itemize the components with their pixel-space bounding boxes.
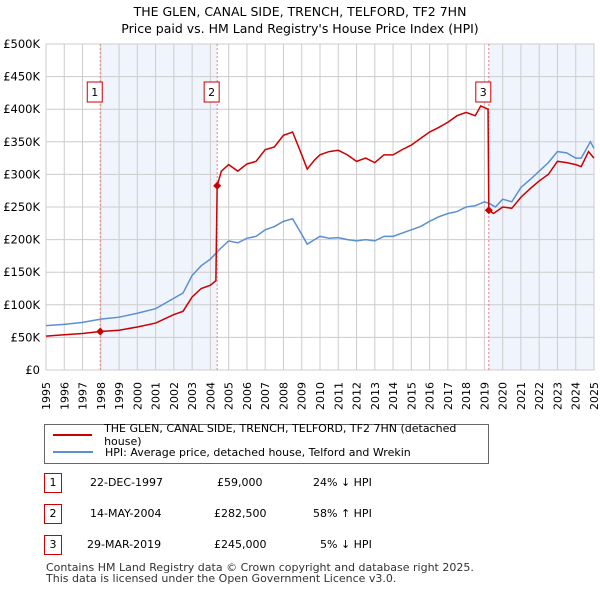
sale-date: 29-MAR-2019 [87,538,162,551]
sale-date: 14-MAY-2004 [90,507,162,520]
x-tick-label: 2000 [131,382,144,410]
y-tick-label: £100K [3,298,40,312]
chart-subtitle: Price paid vs. HM Land Registry's House … [121,21,479,36]
sale-date: 22-DEC-1997 [90,476,164,489]
x-tick-label: 2004 [204,382,217,410]
sale-point [213,181,222,190]
sale-hpi: 5% ↓ HPI [320,538,372,551]
x-tick-label: 1995 [40,382,53,410]
y-tick-label: £250K [3,200,40,214]
table-row: 1 22-DEC-1997 £59,000 24% ↓ HPI [0,473,600,493]
legend-label: THE GLEN, CANAL SIDE, TRENCH, TELFORD, T… [104,422,457,448]
x-tick-label: 2020 [497,382,510,410]
sale-number: 1 [44,473,62,493]
x-tick-label: 2009 [296,382,309,410]
sale-number: 2 [44,504,62,524]
y-tick-label: £0 [25,363,40,377]
chart-title: THE GLEN, CANAL SIDE, TRENCH, TELFORD, T… [133,4,467,19]
sale-label-box [86,81,103,103]
legend-swatch [53,451,93,453]
table-row: 3 29-MAR-2019 £245,000 5% ↓ HPI [0,535,600,555]
x-tick-label: 2008 [277,382,290,410]
sale-price: £282,500 [214,507,267,520]
x-tick-label: 2010 [314,382,327,410]
sale-label: 2 [208,86,215,99]
legend-item-property: THE GLEN, CANAL SIDE, TRENCH, TELFORD, T… [53,422,488,448]
x-tick-label: 2023 [551,382,564,410]
price-paid-line [45,104,595,337]
sale-point [96,327,105,336]
x-tick-label: 2006 [241,382,254,410]
footer-licence: This data is licensed under the Open Gov… [46,572,397,585]
x-tick-label: 2013 [369,382,382,410]
legend-label: HPI: Average price, detached house, Telf… [105,445,411,459]
legend-item-hpi: HPI: Average price, detached house, Telf… [53,444,411,460]
price-chart: 1995 1996 1997 1998 1999 2000 2001 2002 2003 2004… [3,37,600,410]
y-tick-label: £200K [3,233,40,247]
x-tick-label: 2007 [259,382,272,410]
sale-price: £59,000 [217,476,263,489]
x-tick-label: 2022 [533,382,546,410]
y-tick-label: £500K [3,37,40,51]
x-tick-label: 2019 [478,382,491,410]
x-tick-label: 2001 [150,382,163,410]
x-tick-label: 2025 [588,382,600,410]
y-tick-label: £350K [3,135,40,149]
x-tick-label: 1998 [95,382,108,410]
x-tick-label: 2016 [424,382,437,410]
plot-border [45,43,595,371]
x-tick-label: 2011 [332,382,345,410]
sale-label-box [203,81,220,103]
sale-hpi: 24% ↓ HPI [313,476,372,489]
footer-copyright: Contains HM Land Registry data © Crown c… [46,561,474,574]
y-tick-label: £150K [3,265,40,279]
x-tick-label: 1996 [58,382,71,410]
sale-label-box [475,81,492,103]
sale-hpi: 58% ↑ HPI [313,507,372,520]
x-tick-label: 2017 [442,382,455,410]
legend-swatch [53,434,93,436]
x-tick-label: 2005 [223,382,236,410]
sale-label: 1 [91,86,98,99]
table-row: 2 14-MAY-2004 £282,500 58% ↑ HPI [0,504,600,524]
x-tick-label: 2018 [460,382,473,410]
y-tick-label: £300K [3,167,40,181]
x-tick-label: 2015 [405,382,418,410]
x-tick-label: 1997 [77,382,90,410]
sale-label: 3 [480,86,487,99]
x-tick-label: 2021 [515,382,528,410]
x-tick-label: 2003 [186,382,199,410]
y-tick-label: £400K [3,102,40,116]
legend: THE GLEN, CANAL SIDE, TRENCH, TELFORD, T… [44,422,489,464]
x-tick-label: 1999 [113,382,126,410]
x-tick-label: 2012 [351,382,364,410]
y-tick-label: £450K [3,70,40,84]
x-tick-label: 2002 [168,382,181,410]
sale-point [484,206,493,215]
hpi-line [45,140,595,327]
x-tick-label: 2024 [570,382,583,410]
sale-number: 3 [44,535,62,555]
y-tick-label: £50K [11,330,41,344]
x-tick-label: 2014 [387,382,400,410]
sale-price: £245,000 [214,538,267,551]
